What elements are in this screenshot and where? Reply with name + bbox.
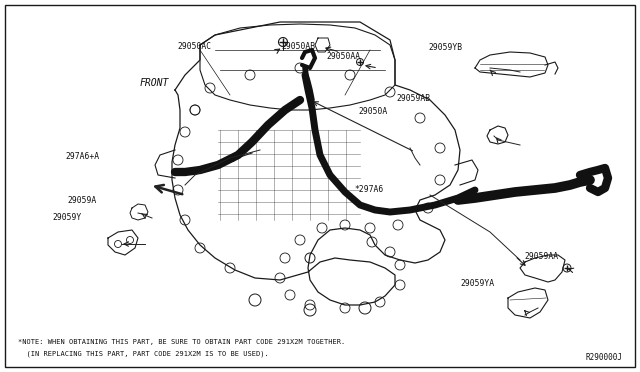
Text: 29059Y: 29059Y xyxy=(52,213,82,222)
Text: 29050AB: 29050AB xyxy=(282,42,316,51)
Text: 29050A: 29050A xyxy=(358,107,388,116)
Text: 29059A: 29059A xyxy=(67,196,97,205)
Text: 29059AB: 29059AB xyxy=(397,94,431,103)
Text: 29050AA: 29050AA xyxy=(326,52,360,61)
Text: 29059YB: 29059YB xyxy=(429,43,463,52)
Text: 297A6+A: 297A6+A xyxy=(66,153,100,161)
Text: 29050AC: 29050AC xyxy=(177,42,211,51)
Text: *297A6: *297A6 xyxy=(355,185,384,194)
Text: (IN REPLACING THIS PART, PART CODE 291X2M IS TO BE USED).: (IN REPLACING THIS PART, PART CODE 291X2… xyxy=(18,351,269,357)
Text: 29059YA: 29059YA xyxy=(461,279,495,288)
Text: FRONT: FRONT xyxy=(140,78,169,87)
Text: 29059AA: 29059AA xyxy=(525,252,559,261)
Text: *NOTE: WHEN OBTAINING THIS PART, BE SURE TO OBTAIN PART CODE 291X2M TOGETHER.: *NOTE: WHEN OBTAINING THIS PART, BE SURE… xyxy=(18,339,345,345)
Text: R290000J: R290000J xyxy=(585,353,622,362)
